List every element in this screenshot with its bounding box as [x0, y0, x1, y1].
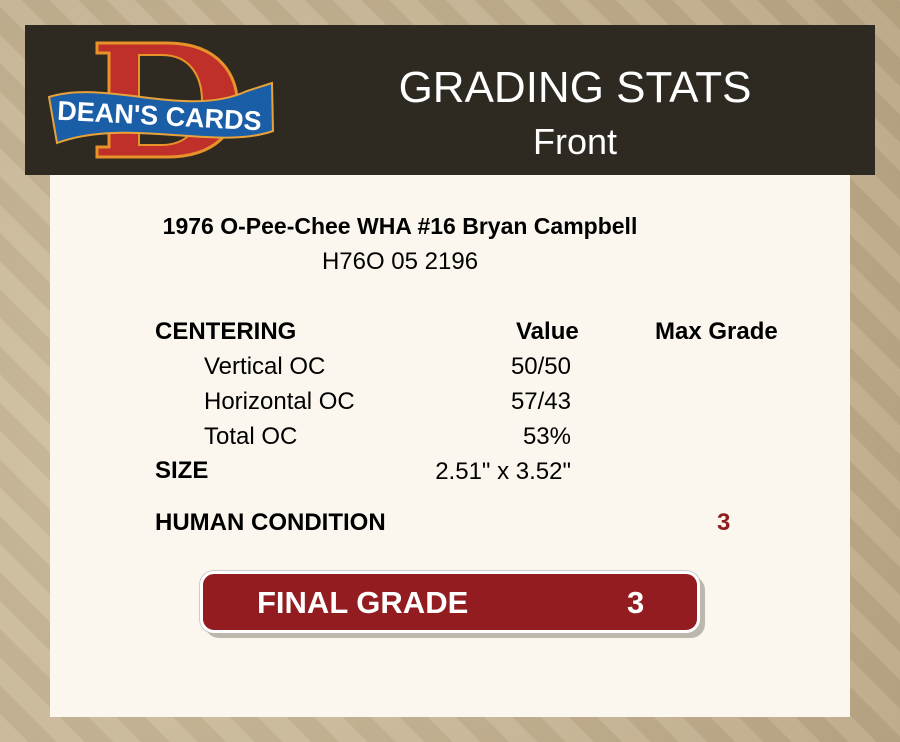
horizontal-oc-value: 57/43: [510, 388, 571, 415]
horizontal-oc-label: Horizontal OC: [204, 388, 355, 415]
max-grade-header: Max Grade: [655, 318, 778, 345]
human-condition-value: 3: [717, 509, 731, 536]
page-title: GRADING STATS: [398, 63, 752, 112]
size-value: 2.51" x 3.52": [435, 458, 571, 485]
card-name: 1976 O-Pee-Chee WHA #16 Bryan Campbell: [162, 213, 638, 239]
human-condition-label: HUMAN CONDITION: [155, 509, 386, 536]
vertical-oc-value: 50/50: [510, 353, 571, 380]
stats-panel: 1976 O-Pee-Chee WHA #16 Bryan Campbell H…: [50, 175, 850, 717]
deans-cards-logo: DEAN'S CARDS: [47, 41, 275, 159]
vertical-oc-label: Vertical OC: [204, 353, 326, 380]
final-grade-label: FINAL GRADE: [257, 585, 469, 620]
centering-heading: CENTERING: [155, 318, 297, 345]
final-grade-banner: FINAL GRADE 3: [200, 571, 700, 633]
cert-number: H76O 05 2196: [321, 248, 479, 275]
final-grade-value: 3: [627, 585, 645, 620]
total-oc-value: 53%: [522, 423, 571, 450]
header: DEAN'S CARDS GRADING STATS Front: [25, 25, 875, 175]
size-label: SIZE: [155, 457, 209, 484]
total-oc-label: Total OC: [204, 423, 298, 450]
page-subtitle: Front: [532, 121, 618, 162]
value-header: Value: [516, 318, 579, 345]
